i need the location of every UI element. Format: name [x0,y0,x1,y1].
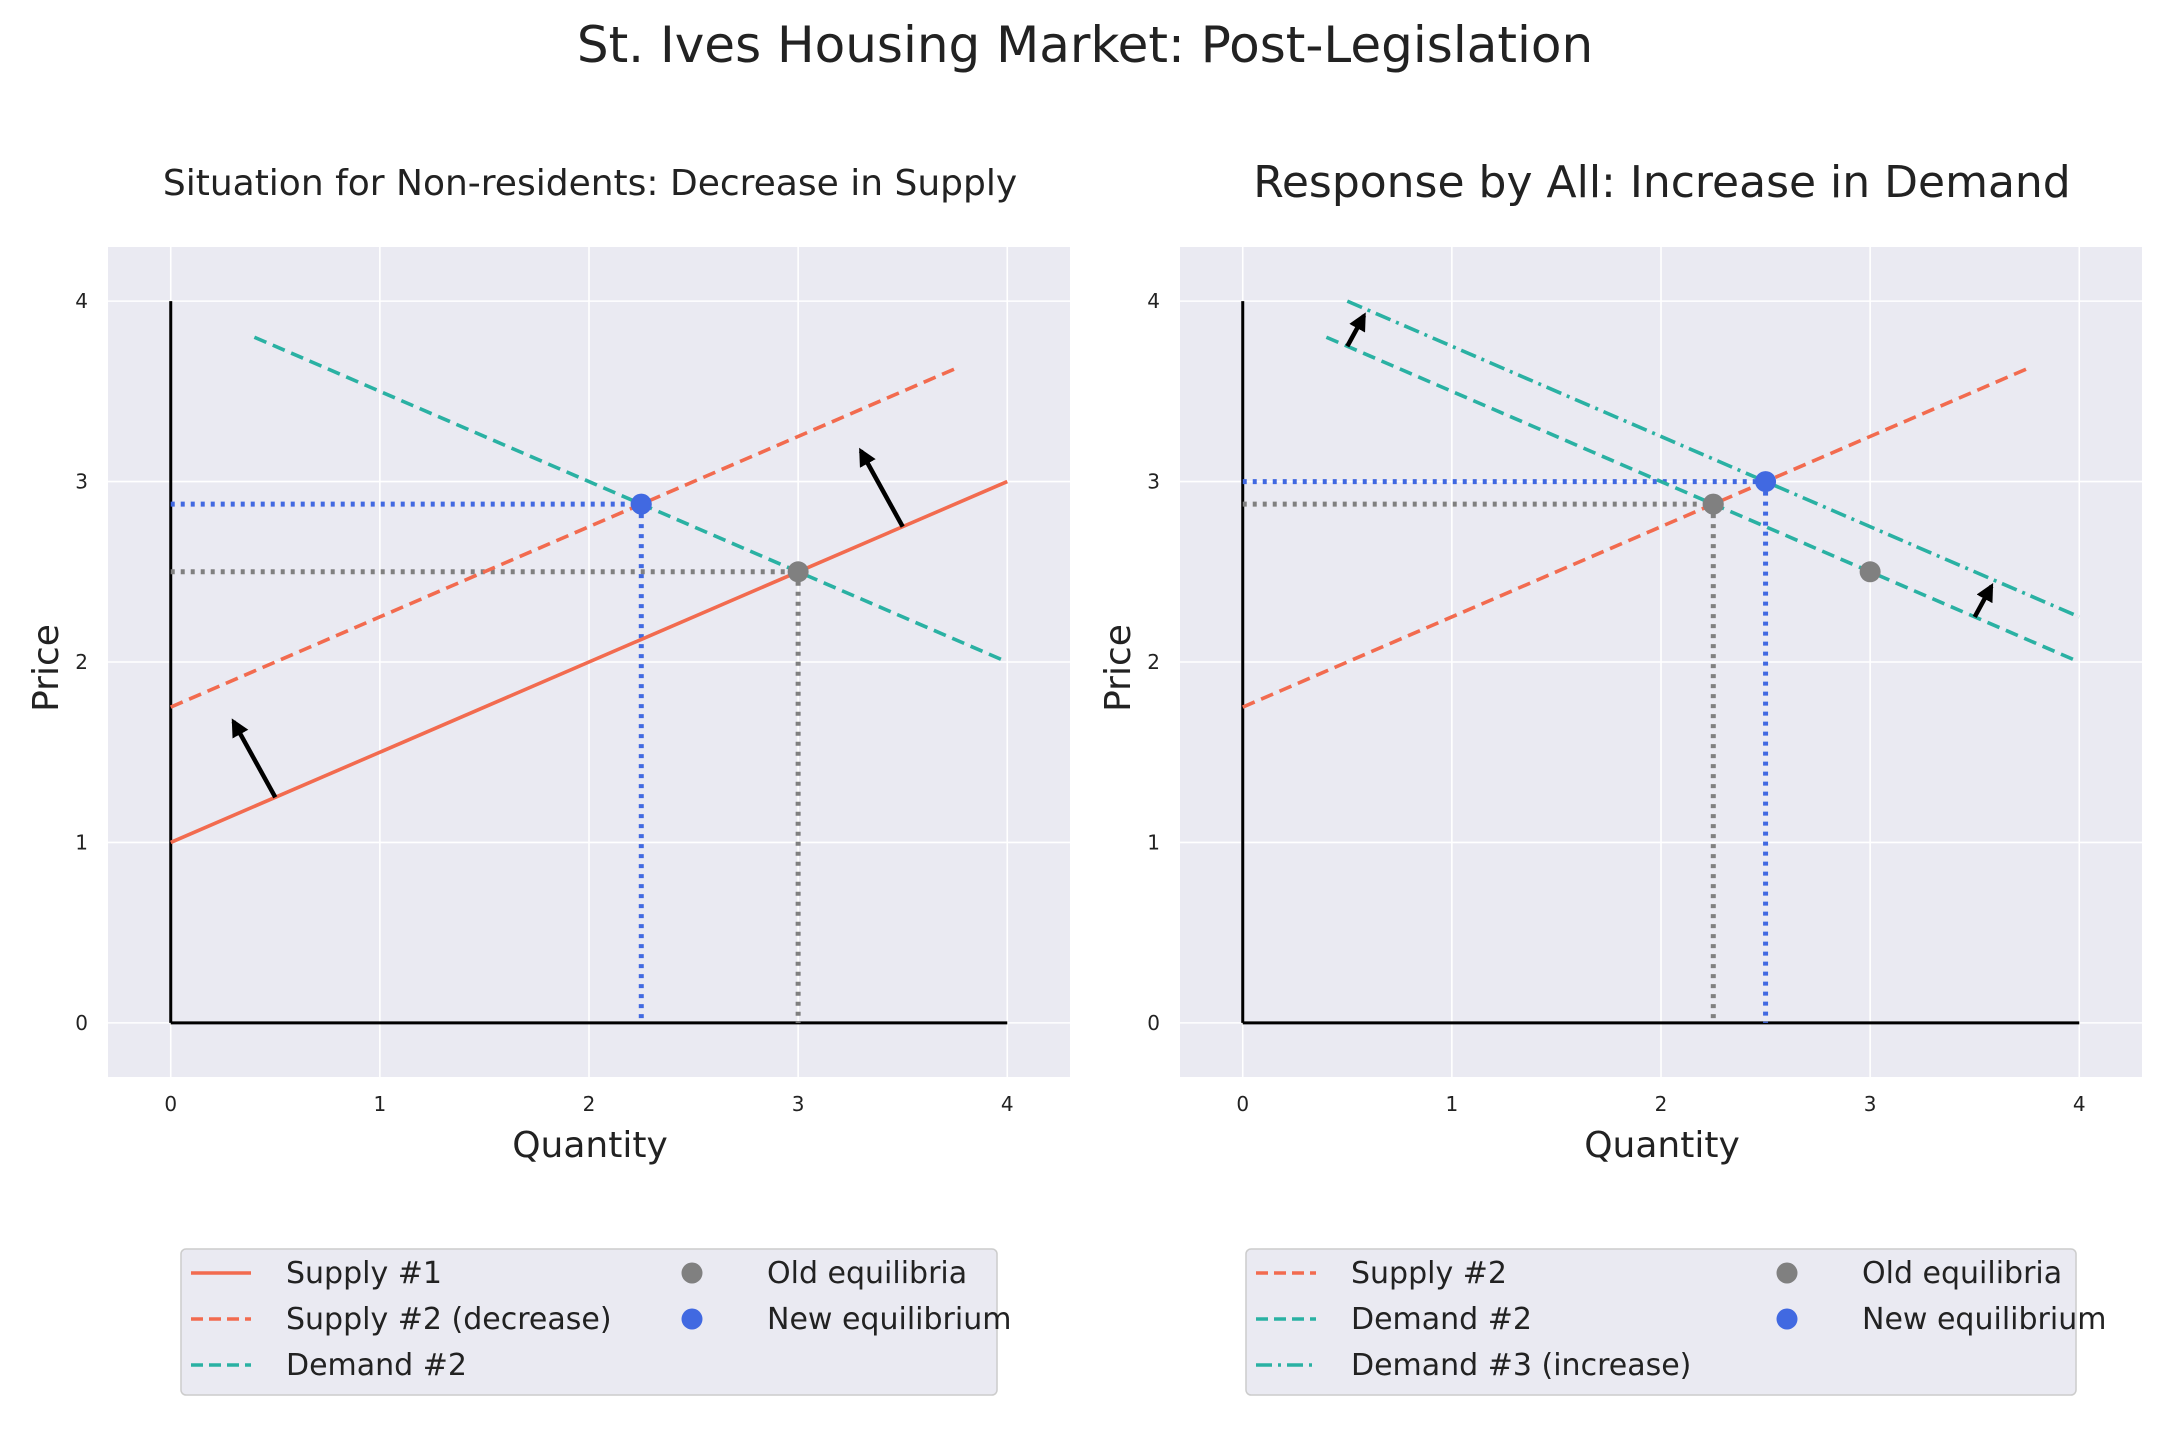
chart-left-ytick-label: 1 [75,830,88,854]
chart-right-equilibrium-point [1859,561,1881,583]
chart-right-ytick-label: 0 [1147,1011,1160,1035]
chart-left-legend-marker [681,1262,703,1284]
chart-left-legend-box [180,1248,998,1396]
chart-right-legend-label: Old equilibria [1862,1256,2062,1291]
chart-left-ytick-label: 4 [75,289,88,313]
chart-left-shift-arrow [231,718,278,799]
chart-right-legend-box [1245,1248,2077,1396]
chart-left-xlabel: Quantity [512,1125,668,1166]
chart-left-shift-arrow [858,447,905,528]
chart-right-legend-marker [1776,1262,1798,1284]
chart-right-legend-label: Demand #3 (increase) [1351,1348,1691,1383]
chart-right-legend-label: Demand #2 [1351,1302,1532,1337]
chart-left-ytick-label: 0 [75,1011,88,1035]
chart-left-xtick-label: 2 [583,1092,596,1116]
chart-right-xtick-label: 4 [2073,1092,2086,1116]
chart-left-legend-label: Supply #2 (decrease) [286,1302,612,1337]
chart-right-series-line-2 [1325,335,2080,664]
chart-right-title: Response by All: Increase in Demand [1253,157,2071,208]
figure-title: St. Ives Housing Market: Post-Legislatio… [577,16,1593,74]
chart-left-equilibrium-point [787,561,809,583]
chart-right-xtick-label: 2 [1655,1092,1668,1116]
chart-right-ytick-label: 2 [1147,650,1160,674]
chart-right-shift-arrow [1972,583,1994,618]
chart-left-equilibrium-point [630,493,652,515]
chart-left-xtick-label: 4 [1001,1092,1014,1116]
chart-right-ylabel: Price [1098,624,1139,712]
chart-left-title: Situation for Non-residents: Decrease in… [163,163,1017,204]
chart-right-legend: Supply #2 Demand #2 Demand #3 (increase) Ol… [1245,1248,2106,1396]
chart-left-xtick-label: 1 [374,1092,387,1116]
chart-left-xtick-label: 0 [164,1092,177,1116]
chart-left-ytick-label: 2 [75,650,88,674]
chart-right-series-line-1 [1242,367,2028,709]
chart-right-xtick-label: 1 [1446,1092,1459,1116]
chart-left-ytick-label: 3 [75,470,88,494]
chart-left-legend-label: Supply #1 [286,1256,442,1291]
chart-left-legend-label: Old equilibria [767,1256,967,1291]
chart-left-series-line-3 [253,335,1008,664]
chart-left-legend: Supply #1 Supply #2 (decrease) Demand #2 Ol… [180,1248,1011,1396]
chart-right-legend-label: New equilibrium [1862,1302,2106,1337]
chart-left-legend-label: Demand #2 [286,1348,467,1383]
chart-right-ytick-label: 4 [1147,289,1160,313]
chart-left-series-line-2 [170,367,956,709]
chart-left-legend-label: New equilibrium [767,1302,1011,1337]
chart-right: Response by All: Increase in Demand Quan… [1098,157,2142,1396]
chart-right-legend-marker [1776,1308,1798,1330]
chart-left-ylabel: Price [26,624,67,712]
chart-left: Situation for Non-residents: Decrease in… [26,163,1070,1396]
chart-left-series-line-1 [170,479,1008,845]
chart-right-xlabel: Quantity [1584,1125,1740,1166]
chart-right-ytick-label: 1 [1147,830,1160,854]
chart-right-xtick-label: 0 [1236,1092,1249,1116]
chart-right-equilibrium-point [1702,493,1724,515]
chart-right-ytick-label: 3 [1147,470,1160,494]
chart-right-equilibrium-point [1755,471,1777,493]
chart-right-series-line-3 [1346,299,2080,619]
chart-right-legend-label: Supply #2 [1351,1256,1507,1291]
chart-left-xtick-label: 3 [792,1092,805,1116]
chart-right-shift-arrow [1345,312,1367,348]
chart-left-legend-marker [681,1308,703,1330]
chart-right-xtick-label: 3 [1864,1092,1877,1116]
